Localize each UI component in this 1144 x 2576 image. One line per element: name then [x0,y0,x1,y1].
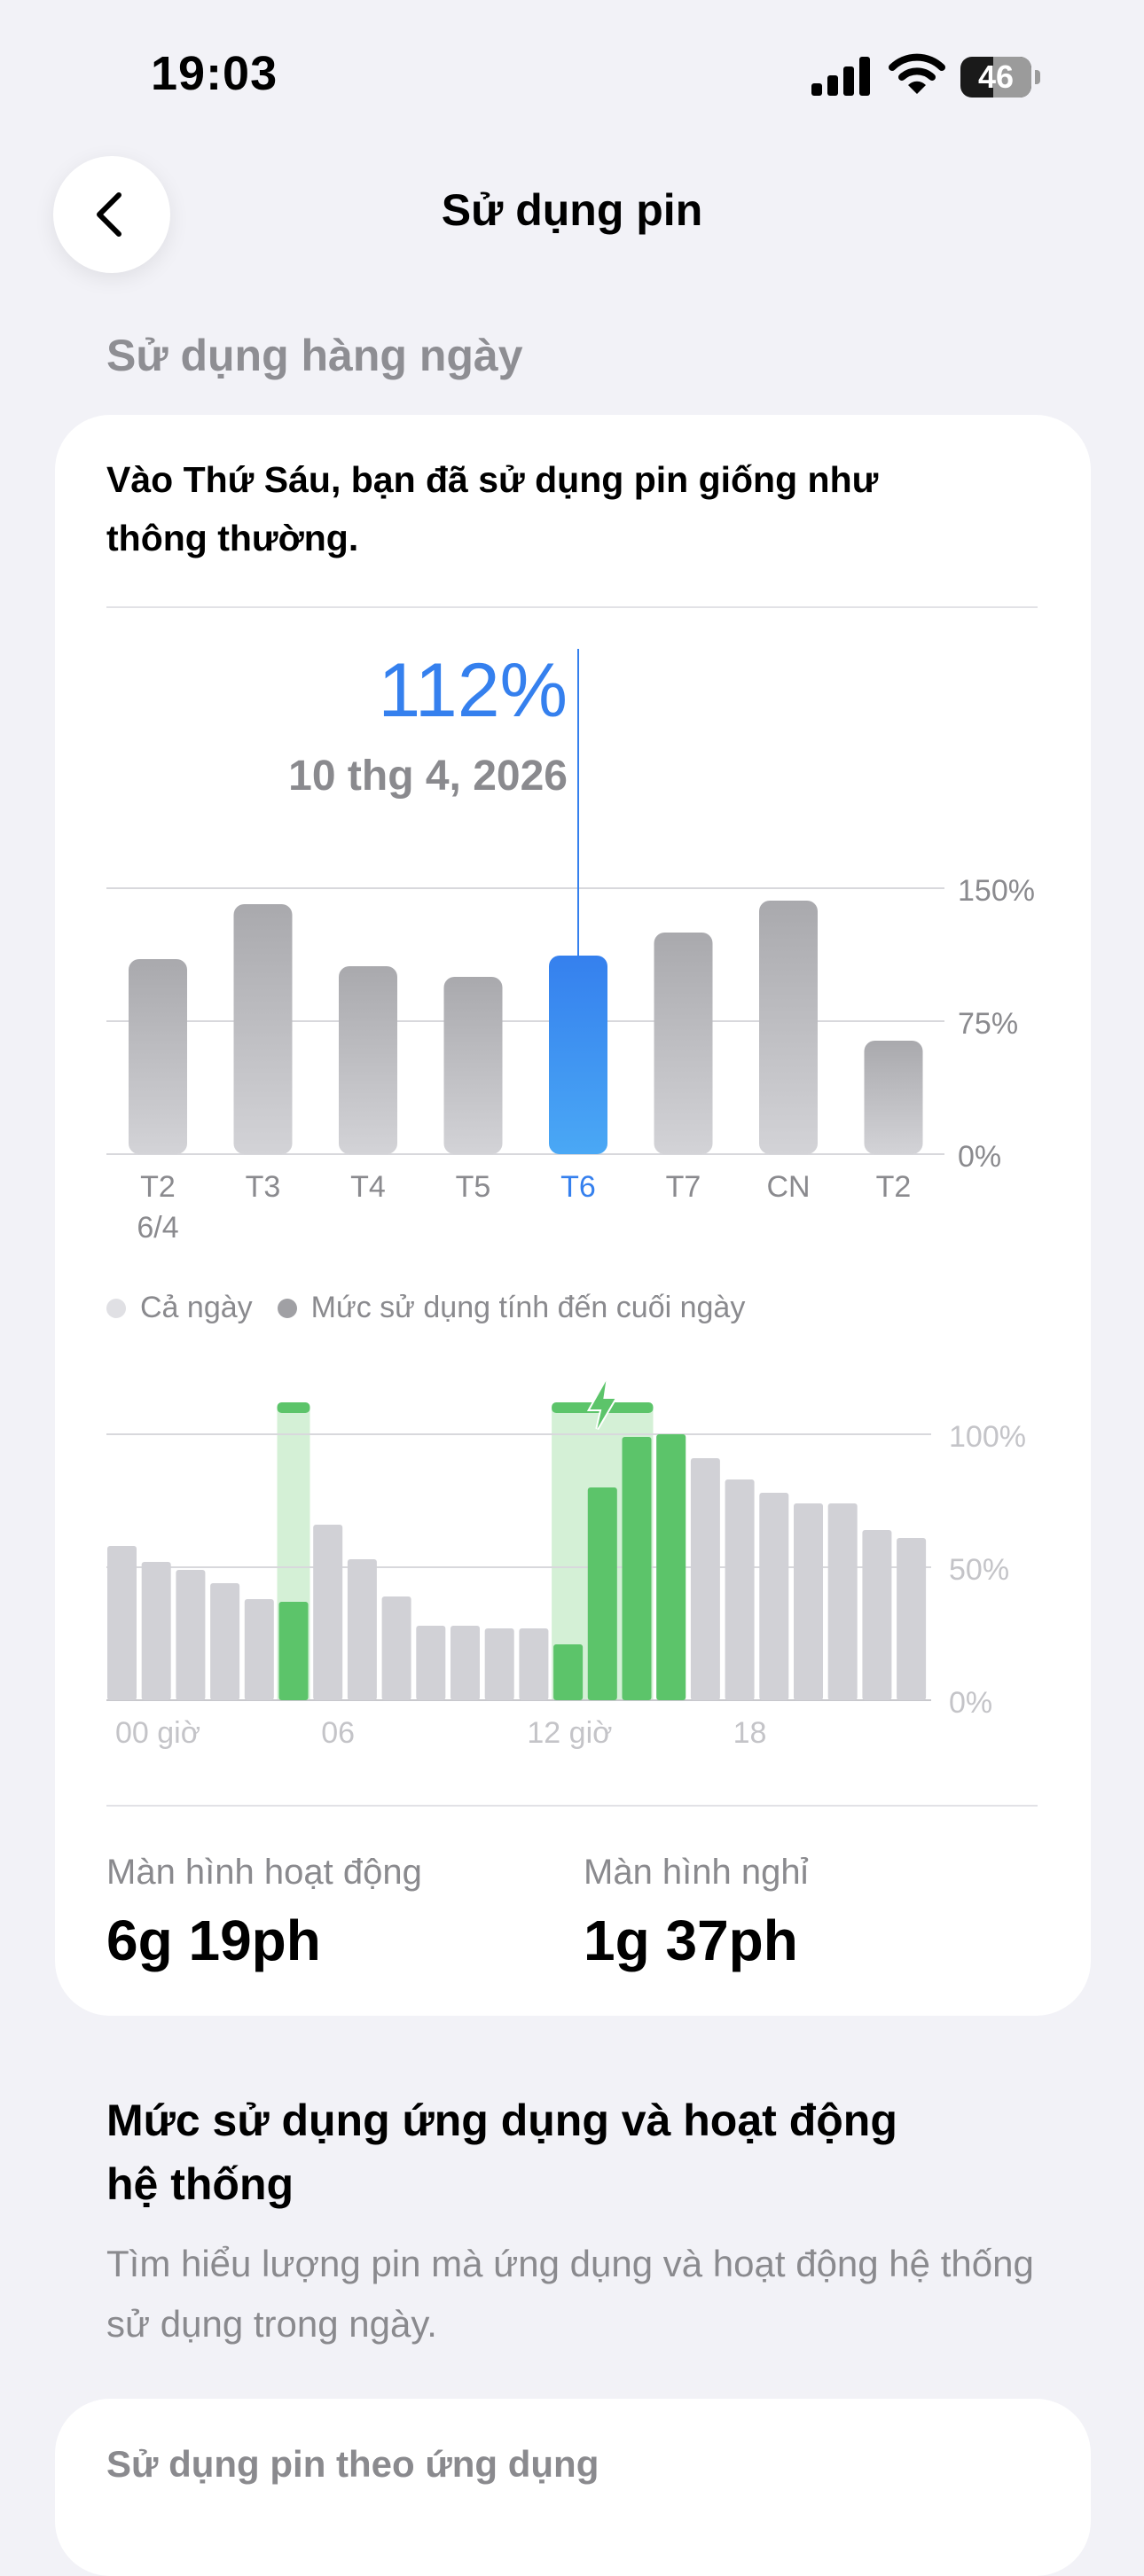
chevron-left-icon [97,192,121,237]
divider [106,1805,1038,1807]
legend-all-day: Cả ngày [106,1291,253,1325]
x-tick-label: 18 [733,1716,767,1750]
app-usage-card-title: Sử dụng pin theo ứng dụng [106,2443,599,2485]
hour-bar [519,1628,549,1700]
divider [106,606,1038,608]
x-tick-label: T4 [350,1170,386,1204]
hour-bar [107,1546,137,1700]
day-bar [129,959,187,1154]
y-tick-label: 75% [958,1007,1018,1041]
page-title: Sử dụng pin [441,185,703,235]
y-tick-label: 0% [958,1140,1001,1174]
cellular-signal-icon [811,57,870,96]
app-usage-description: Tìm hiểu lượng pin mà ứng dụng và hoạt đ… [106,2243,1034,2345]
hour-bar [759,1493,789,1700]
y-tick-label: 0% [949,1686,992,1720]
daily-usage-card [55,415,1091,2016]
x-sub-label: 6/4 [137,1211,178,1245]
chart-legend: Cả ngày Mức sử dụng tính đến cuối ngày [106,1291,770,1325]
day-bar [339,966,397,1154]
charging-bar [553,1644,584,1700]
x-tick-label: T7 [666,1170,701,1204]
x-tick-label: T3 [246,1170,281,1204]
y-tick-label: 150% [958,874,1035,908]
day-bar [759,901,818,1154]
screen-active-label: Màn hình hoạt động [106,1853,422,1892]
hour-bar [416,1626,446,1700]
day-bar [549,956,607,1154]
legend-end-of-day-label: Mức sử dụng tính đến cuối ngày [310,1291,746,1324]
wifi-icon [889,53,945,94]
day-bar [443,977,503,1154]
charging-bar [587,1487,617,1700]
charging-bar [656,1434,686,1700]
charging-bar [622,1437,652,1700]
section-header-daily: Sử dụng hàng ngày [106,331,523,380]
selected-day-value: 112% [378,648,568,733]
x-tick-label: 06 [321,1716,355,1750]
legend-dot-icon [277,1298,297,1318]
hour-bar [176,1570,206,1700]
x-tick-label: T5 [456,1170,491,1204]
charging-bar [278,1602,309,1700]
x-tick-label: T2 [140,1170,176,1204]
hourly-battery-chart[interactable]: 0% 50% 100% 00 giờ 06 12 giờ 18 [0,1365,1144,1773]
hour-bar [484,1628,514,1700]
app-usage-title: Mức sử dụng ứng dụng và hoạt động hệ thố… [106,2096,897,2209]
screen-active-value: 6g 19ph [106,1909,321,1972]
legend-dot-icon [106,1298,126,1318]
x-tick-label: 00 giờ [115,1716,200,1750]
battery-icon: 46 [960,57,1042,98]
day-bar [233,904,293,1154]
charging-bolt-icon [586,1380,618,1431]
back-button[interactable] [53,156,170,273]
screen-idle-value: 1g 37ph [584,1909,798,1972]
hour-bar [862,1530,892,1700]
y-tick-label: 50% [949,1553,1009,1587]
hour-bar [381,1596,411,1700]
selected-day-date: 10 thg 4, 2026 [288,753,568,800]
hour-bar [141,1562,171,1700]
x-tick-label: T2 [876,1170,912,1204]
hour-bar [794,1503,823,1700]
legend-end-of-day: Mức sử dụng tính đến cuối ngày [277,1291,746,1325]
usage-summary: Vào Thứ Sáu, bạn đã sử dụng pin giống nh… [106,459,879,558]
screen-idle-label: Màn hình nghỉ [584,1853,809,1892]
x-tick-label: T6 [560,1170,596,1204]
hour-bar [827,1503,858,1700]
daily-usage-chart[interactable]: 0% 75% 150% T2 6/4 T3 T4 T5 T6 T7 CN T2 [0,621,1144,1259]
status-time: 19:03 [151,47,278,100]
hour-bar [244,1599,274,1700]
battery-level: 46 [977,59,1015,95]
hour-bar [451,1626,480,1700]
charging-indicator [277,1402,310,1413]
app-usage-card[interactable] [55,2399,1091,2576]
hour-bar [690,1458,720,1700]
legend-all-day-label: Cả ngày [140,1291,253,1324]
day-bar [864,1041,923,1154]
day-bar [654,933,713,1154]
hour-bar [347,1559,377,1700]
x-tick-label: CN [766,1170,810,1204]
hour-bar [897,1538,927,1700]
hour-bar [313,1525,343,1700]
x-tick-label: 12 giờ [527,1716,612,1750]
hour-bar [210,1583,240,1700]
hour-bar [725,1479,755,1700]
y-tick-label: 100% [949,1420,1026,1454]
